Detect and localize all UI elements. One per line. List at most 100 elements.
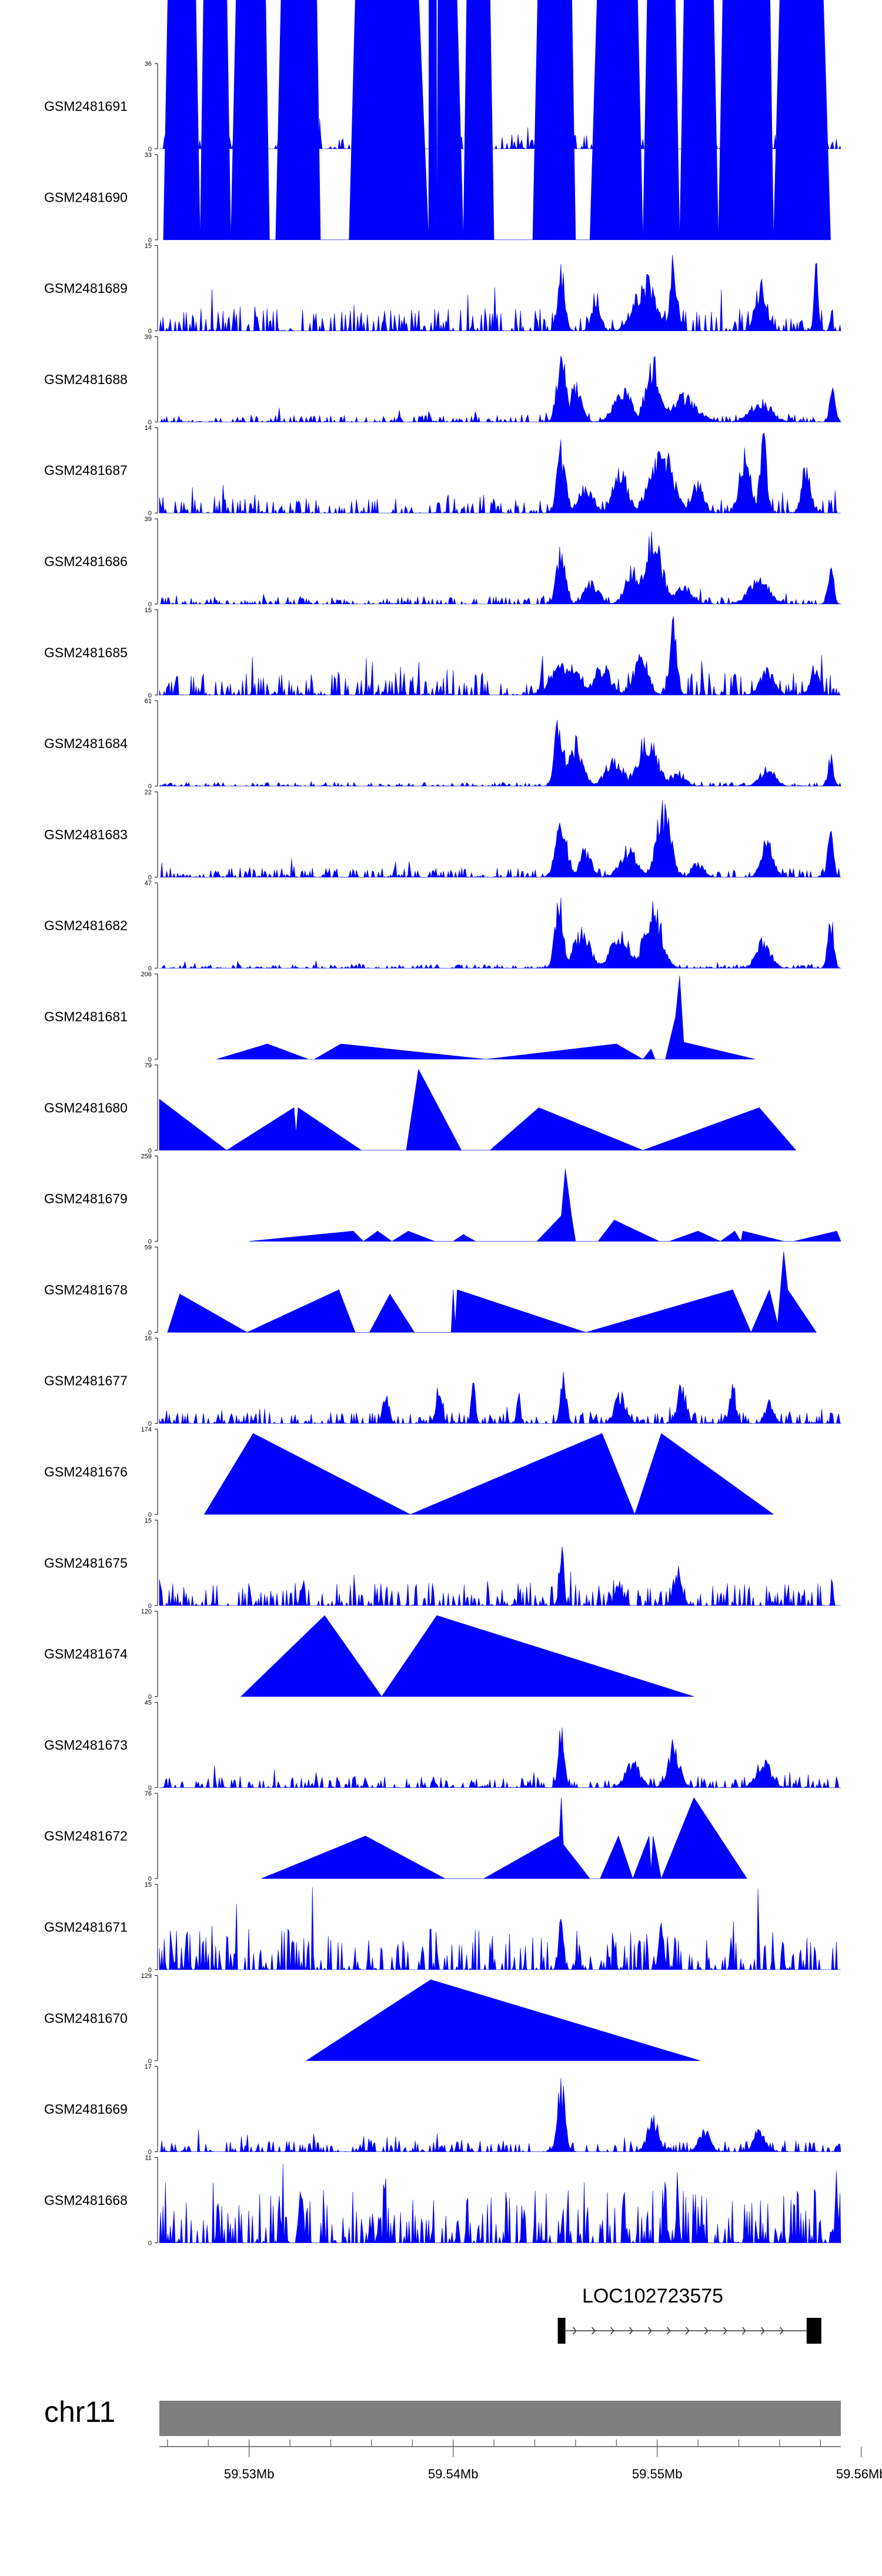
track-label: GSM2481673 — [44, 1737, 128, 1753]
signal-area — [261, 1797, 747, 1880]
track-GSM2481680: GSM2481680 79 0 — [44, 1062, 797, 1154]
signal-area — [159, 255, 841, 332]
y-axis-min-label: 0 — [148, 1511, 152, 1519]
y-axis-max-label: 76 — [145, 1790, 152, 1797]
chromosome-label: chr11 — [44, 2395, 115, 2428]
y-axis-min-label: 0 — [148, 783, 152, 790]
signal-area — [159, 1069, 797, 1151]
gene-strand-arrow — [780, 2327, 784, 2335]
gene-strand-arrow — [592, 2327, 596, 2335]
track-GSM2481676: GSM2481676 174 0 — [44, 1426, 774, 1519]
y-axis-max-label: 61 — [145, 698, 152, 705]
y-axis-max-label: 33 — [145, 152, 152, 159]
y-axis-max-label: 206 — [141, 971, 152, 978]
gene-strand-arrow — [610, 2327, 614, 2335]
gene-strand-arrow — [648, 2327, 652, 2335]
y-axis-min-label: 0 — [148, 1784, 152, 1791]
y-axis-max-label: 259 — [141, 1153, 152, 1160]
track-label: GSM2481688 — [44, 372, 128, 387]
track-GSM2481674: GSM2481674 120 0 — [44, 1609, 694, 1701]
gene-strand-arrow — [629, 2327, 633, 2335]
signal-area — [159, 1372, 841, 1424]
y-axis-max-label: 39 — [145, 333, 152, 341]
y-axis-min-label: 0 — [148, 419, 152, 426]
y-axis-min-label: 0 — [148, 1329, 152, 1336]
signal-area — [216, 975, 756, 1060]
track-GSM2481681: GSM2481681 206 0 — [44, 971, 756, 1063]
track-label: GSM2481677 — [44, 1373, 128, 1389]
chromosome-track: chr11 59.53Mb 59.54Mb 59.55Mb 59.56Mb — [44, 2395, 882, 2481]
y-axis-max-label: 14 — [145, 425, 152, 432]
y-axis-min-label: 0 — [148, 328, 152, 335]
track-label: GSM2481674 — [44, 1646, 128, 1661]
track-GSM2481669: GSM2481669 17 0 — [44, 2064, 841, 2156]
gene-strand-arrow — [761, 2327, 765, 2335]
y-axis-max-label: 15 — [145, 243, 152, 250]
track-GSM2481675: GSM2481675 15 0 — [44, 1517, 841, 1610]
signal-area — [240, 1615, 694, 1697]
gene-strand-arrows — [573, 2327, 784, 2335]
axis-tick-label: 59.54Mb — [428, 2467, 479, 2481]
y-axis-min-label: 0 — [148, 510, 152, 517]
track-label: GSM2481672 — [44, 1828, 128, 1844]
track-label: GSM2481680 — [44, 1100, 128, 1115]
y-axis-max-label: 22 — [145, 789, 152, 796]
gene-strand-arrow — [573, 2327, 577, 2335]
y-axis-min-label: 0 — [148, 2058, 152, 2065]
axis-tick-label: 59.53Mb — [224, 2467, 275, 2481]
gene-exon-1 — [557, 2318, 566, 2344]
y-axis-max-label: 11 — [145, 2154, 152, 2161]
signal-tracks: GSM2481691360GSM2481690330GSM2481689150G… — [44, 0, 841, 2247]
signal-area — [159, 720, 841, 787]
y-axis-min-label: 0 — [148, 692, 152, 699]
track-GSM2481673: GSM2481673 45 0 — [44, 1699, 841, 1791]
y-axis-min-label: 0 — [148, 1420, 152, 1427]
signal-area — [167, 1251, 817, 1333]
signal-area — [159, 1546, 841, 1606]
gene-strand-arrow — [686, 2327, 690, 2335]
track-GSM2481686: GSM2481686 39 0 — [44, 516, 841, 608]
gene-strand-arrow — [723, 2327, 727, 2335]
signal-area — [159, 1727, 841, 1788]
y-axis-min-label: 0 — [148, 874, 152, 881]
gene-strand-arrow — [704, 2327, 709, 2335]
chromosome-bar — [159, 2401, 841, 2436]
track-label: GSM2481679 — [44, 1191, 128, 1206]
signal-area — [305, 1979, 700, 2061]
y-axis-max-label: 15 — [145, 1517, 152, 1524]
track-GSM2481671: GSM2481671 15 0 — [44, 1881, 841, 1974]
track-GSM2481679: GSM2481679 259 0 — [44, 1153, 841, 1246]
track-GSM2481670: GSM2481670 129 0 — [44, 1973, 700, 2065]
gene-label: LOC102723575 — [582, 2285, 723, 2307]
y-axis-max-label: 47 — [145, 880, 152, 887]
track-label: GSM2481689 — [44, 281, 128, 296]
track-label: GSM2481691 — [44, 99, 128, 114]
track-label: GSM2481681 — [44, 1009, 128, 1025]
track-GSM2481672: GSM2481672 76 0 — [44, 1790, 747, 1883]
track-label: GSM2481678 — [44, 1282, 128, 1297]
y-axis-max-label: 39 — [145, 516, 152, 523]
track-GSM2481685: GSM2481685 15 0 — [44, 607, 841, 699]
track-label: GSM2481686 — [44, 554, 128, 569]
track-label: GSM2481687 — [44, 463, 128, 478]
y-axis-min-label: 0 — [148, 1876, 152, 1883]
y-axis-min-label: 0 — [148, 1056, 152, 1063]
track-label: GSM2481670 — [44, 2010, 128, 2026]
track-label: GSM2481683 — [44, 827, 128, 842]
y-axis-max-label: 174 — [141, 1426, 152, 1433]
axis-tick-label: 59.56Mb — [836, 2467, 882, 2481]
y-axis-min-label: 0 — [148, 1603, 152, 1610]
y-axis-min-label: 0 — [148, 1967, 152, 1974]
signal-area — [249, 1169, 841, 1242]
y-axis-max-label: 15 — [145, 1881, 152, 1888]
track-label: GSM2481669 — [44, 2101, 128, 2117]
y-axis-min-label: 0 — [148, 1147, 152, 1154]
track-label: GSM2481668 — [44, 2193, 128, 2208]
y-axis-min-label: 0 — [148, 1239, 152, 1246]
track-label: GSM2481682 — [44, 918, 128, 933]
y-axis-max-label: 59 — [145, 1244, 152, 1251]
signal-area — [159, 616, 841, 696]
track-GSM2481689: GSM2481689 15 0 — [44, 243, 841, 335]
signal-area — [163, 0, 831, 241]
signal-area — [159, 1887, 841, 1971]
